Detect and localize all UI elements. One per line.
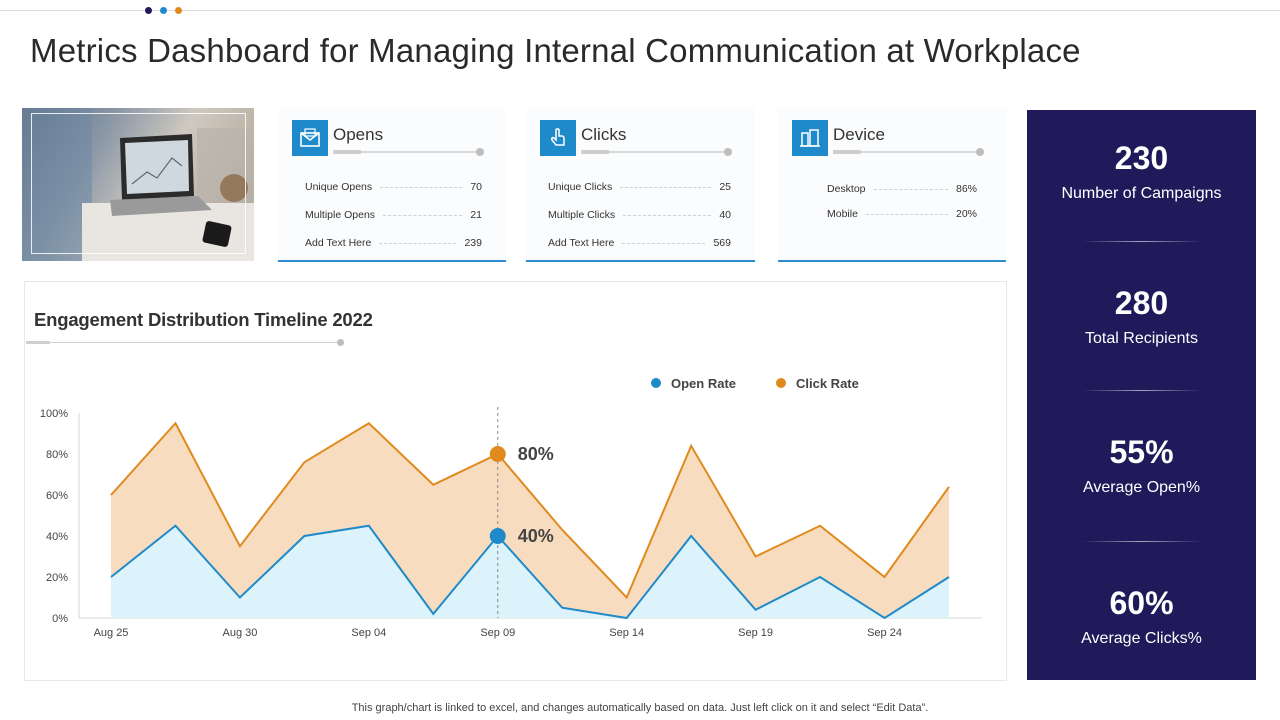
row-label: Unique Opens xyxy=(305,181,373,193)
y-tick-label: 80% xyxy=(46,449,68,461)
click-rate-highlight-label: 80% xyxy=(518,444,554,464)
row-value: 70 xyxy=(470,181,482,193)
row-label: Unique Clicks xyxy=(548,181,613,193)
device-slider-decor xyxy=(833,148,984,156)
open-rate-line xyxy=(110,524,950,620)
y-tick-label: 100% xyxy=(40,408,68,420)
y-tick-label: 40% xyxy=(46,531,68,543)
row-value: 40 xyxy=(719,209,731,221)
stat-divider xyxy=(1082,241,1202,242)
open-rate-highlight-point xyxy=(489,528,506,544)
decor-dot xyxy=(160,7,167,14)
x-tick-label: Sep 19 xyxy=(738,627,773,639)
engagement-chart[interactable]: Open Rate Click Rate 0% 20% 40% 60% 80% 100% A… xyxy=(25,282,1008,682)
clicks-card: Clicks Unique Clicks 25 Multiple Clicks 40… xyxy=(526,108,755,262)
device-title: Device xyxy=(833,125,885,144)
stat-average-open: 55% Average Open% xyxy=(1027,434,1256,497)
row-label: Add Text Here xyxy=(305,237,372,249)
stat-value: 230 xyxy=(1114,140,1169,176)
chart-title: Engagement Distribution Timeline 2022 xyxy=(34,309,373,330)
stat-label: Number of Campaigns xyxy=(1061,185,1222,202)
photo-frame xyxy=(31,113,246,254)
footnote: This graph/chart is linked to excel, and… xyxy=(351,702,929,714)
opens-row: Unique Opens 70 xyxy=(305,179,482,195)
opens-row: Add Text Here 239 xyxy=(305,235,482,251)
x-tick-label: Aug 30 xyxy=(222,627,257,639)
pointer-hand-icon xyxy=(540,120,576,156)
x-tick-label: Sep 09 xyxy=(480,627,515,639)
click-rate-highlight-point xyxy=(489,446,506,462)
row-label: Add Text Here xyxy=(548,237,615,249)
row-value: 569 xyxy=(713,237,731,249)
y-tick-label: 0% xyxy=(52,613,68,625)
clicks-row: Multiple Clicks 40 xyxy=(548,207,731,223)
y-tick-label: 20% xyxy=(46,572,68,584)
stat-divider xyxy=(1082,541,1202,542)
legend-click-marker xyxy=(776,378,786,388)
envelope-icon xyxy=(292,120,328,156)
opens-row: Multiple Opens 21 xyxy=(305,207,482,223)
x-tick-label: Sep 24 xyxy=(867,627,902,639)
page-title: Metrics Dashboard for Managing Internal … xyxy=(30,32,1081,69)
stats-panel: 230 Number of Campaigns 280 Total Recipi… xyxy=(1027,110,1256,680)
x-tick-label: Sep 14 xyxy=(609,627,644,639)
row-label: Mobile xyxy=(827,208,858,220)
decor-dot xyxy=(145,7,152,14)
row-value: 86% xyxy=(955,183,977,195)
legend-click-label: Click Rate xyxy=(796,376,859,391)
row-label: Multiple Opens xyxy=(305,209,376,221)
row-label: Desktop xyxy=(827,183,866,195)
decor-dot xyxy=(175,7,182,14)
clicks-title: Clicks xyxy=(581,125,627,144)
y-tick-label: 60% xyxy=(46,490,68,502)
opens-slider-decor xyxy=(333,148,484,156)
laptop-illustration xyxy=(22,108,254,261)
x-tick-label: Aug 25 xyxy=(94,627,129,639)
opens-title: Opens xyxy=(333,125,384,144)
chart-slider-decor xyxy=(26,339,344,346)
opens-card: Opens Unique Opens 70 Multiple Opens 21 Ad… xyxy=(278,108,506,262)
stat-value: 55% xyxy=(1109,434,1174,470)
row-value: 21 xyxy=(470,209,482,221)
stat-divider xyxy=(1082,390,1202,391)
clicks-slider-decor xyxy=(581,148,732,156)
stat-label: Average Clicks% xyxy=(1081,630,1202,647)
stat-label: Total Recipients xyxy=(1085,330,1198,347)
device-card: Device Desktop 86% Mobile 20% xyxy=(778,108,1006,262)
row-value: 25 xyxy=(719,181,731,193)
device-row: Desktop 86% xyxy=(827,181,977,197)
stat-average-clicks: 60% Average Clicks% xyxy=(1027,585,1256,648)
top-divider xyxy=(0,10,1280,11)
open-rate-highlight-label: 40% xyxy=(518,526,554,546)
engagement-chart-panel: Engagement Distribution Timeline 2022 Op… xyxy=(24,281,1007,681)
device-icon xyxy=(792,120,828,156)
laptop-photo xyxy=(22,108,254,261)
row-label: Multiple Clicks xyxy=(548,209,616,221)
click-rate-line xyxy=(110,421,950,600)
chart-legend: Open Rate Click Rate xyxy=(651,376,859,391)
stat-value: 60% xyxy=(1109,585,1174,621)
legend-open-label: Open Rate xyxy=(671,376,736,391)
clicks-row: Unique Clicks 25 xyxy=(548,179,731,195)
device-row: Mobile 20% xyxy=(827,206,977,222)
x-tick-label: Sep 04 xyxy=(351,627,386,639)
decor-dots xyxy=(145,7,182,14)
stat-value: 280 xyxy=(1114,285,1169,321)
stat-label: Average Open% xyxy=(1082,479,1201,496)
clicks-row: Add Text Here 569 xyxy=(548,235,731,251)
stat-recipients: 280 Total Recipients xyxy=(1027,285,1256,348)
legend-open-marker xyxy=(651,378,661,388)
stat-campaigns: 230 Number of Campaigns xyxy=(1027,140,1256,203)
row-value: 20% xyxy=(955,208,977,220)
row-value: 239 xyxy=(464,237,482,249)
